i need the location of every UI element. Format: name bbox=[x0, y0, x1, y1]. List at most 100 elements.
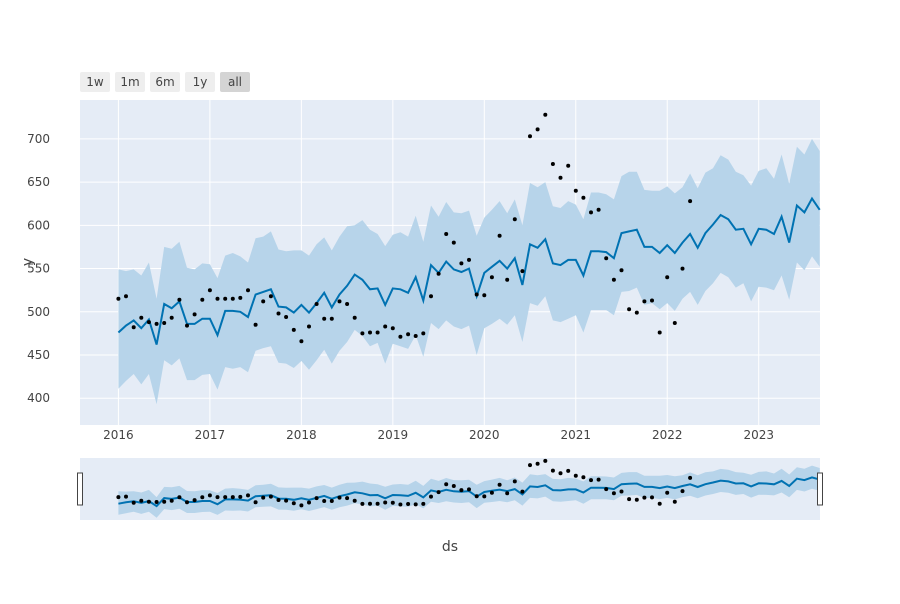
rangeslider-point bbox=[558, 471, 563, 476]
actual-point bbox=[535, 127, 540, 132]
rangeslider-point bbox=[230, 495, 235, 500]
actual-point bbox=[589, 210, 593, 215]
actual-point bbox=[124, 294, 128, 299]
rangeslider-point bbox=[322, 499, 327, 503]
actual-point bbox=[139, 315, 144, 320]
rangeslider-point bbox=[550, 468, 555, 473]
actual-point bbox=[169, 315, 174, 320]
rangeslider-point bbox=[299, 503, 304, 508]
rangeslider-point bbox=[512, 479, 517, 484]
actual-point bbox=[322, 316, 327, 321]
rangeslider-handle-left[interactable] bbox=[77, 472, 83, 506]
rangeslider-point bbox=[459, 488, 464, 493]
rangeslider-point bbox=[505, 491, 510, 496]
range-button-6m[interactable]: 6m bbox=[150, 72, 180, 92]
rangeslider-point bbox=[139, 498, 144, 503]
rangeslider-point bbox=[177, 495, 182, 500]
actual-point bbox=[489, 275, 494, 280]
actual-point bbox=[360, 331, 365, 336]
rangeslider-point bbox=[223, 495, 228, 500]
actual-point bbox=[406, 332, 411, 337]
actual-point bbox=[368, 330, 372, 335]
actual-point bbox=[253, 322, 258, 327]
actual-point bbox=[543, 112, 548, 117]
rangeslider-point bbox=[200, 495, 205, 500]
range-button-1m[interactable]: 1m bbox=[115, 72, 145, 92]
actual-points bbox=[116, 112, 693, 344]
rangeslider-point bbox=[268, 494, 273, 499]
rangeslider-point bbox=[314, 496, 319, 501]
rangeslider-point bbox=[489, 490, 494, 495]
rangeslider-point bbox=[253, 500, 258, 505]
rangeslider-point bbox=[337, 495, 342, 500]
rangeslider-point bbox=[596, 477, 601, 482]
range-button-1y[interactable]: 1y bbox=[185, 72, 215, 92]
range-button-label: 1y bbox=[193, 75, 208, 89]
actual-point bbox=[581, 195, 586, 200]
rangeslider-point bbox=[238, 494, 243, 499]
rangeslider-handle-right[interactable] bbox=[817, 472, 823, 506]
actual-point bbox=[223, 296, 228, 301]
y-tick-label: 500 bbox=[27, 305, 50, 319]
x-tick-label: 2021 bbox=[560, 428, 591, 442]
rangeslider-points bbox=[116, 458, 693, 508]
rangeslider-point bbox=[360, 501, 365, 506]
rangeslider-point bbox=[169, 498, 174, 503]
actual-point bbox=[154, 321, 159, 326]
actual-point bbox=[528, 134, 532, 139]
x-tick-label: 2020 bbox=[469, 428, 500, 442]
rangeslider-point bbox=[162, 499, 167, 504]
rangeslider-point bbox=[284, 498, 289, 503]
rangeslider-point bbox=[116, 495, 121, 500]
actual-point bbox=[421, 331, 426, 336]
actual-point bbox=[284, 315, 289, 319]
rangeslider-point bbox=[329, 499, 334, 503]
range-button-label: 1m bbox=[120, 75, 139, 89]
x-tick-label: 2022 bbox=[652, 428, 683, 442]
rangeslider-point bbox=[657, 501, 662, 506]
rangeslider-point bbox=[566, 468, 571, 473]
y-tick-labels: 400 450 500 550 600 650 700 bbox=[27, 132, 50, 405]
actual-point bbox=[314, 302, 319, 306]
y-tick-label: 600 bbox=[27, 218, 50, 232]
range-selector[interactable]: 1w 1m 6m 1y all bbox=[80, 72, 250, 92]
actual-point bbox=[550, 162, 555, 166]
actual-point bbox=[497, 233, 502, 238]
actual-point bbox=[604, 256, 609, 261]
actual-point bbox=[672, 321, 677, 325]
actual-point bbox=[611, 277, 616, 282]
rangeslider-point bbox=[474, 494, 479, 499]
actual-point bbox=[246, 288, 250, 293]
range-button-all[interactable]: all bbox=[220, 72, 250, 92]
rangeslider-point bbox=[611, 491, 616, 496]
actual-point bbox=[131, 325, 136, 330]
actual-point bbox=[596, 207, 601, 212]
actual-point bbox=[276, 311, 281, 316]
actual-point bbox=[200, 297, 205, 302]
rangeslider-point bbox=[619, 489, 624, 494]
rangeslider-point bbox=[650, 495, 654, 500]
actual-point bbox=[619, 268, 624, 273]
actual-point bbox=[207, 288, 212, 293]
actual-point bbox=[467, 257, 471, 262]
x-tick-label: 2023 bbox=[743, 428, 774, 442]
rangeslider-point bbox=[520, 489, 525, 494]
actual-point bbox=[573, 188, 578, 193]
actual-point bbox=[230, 296, 235, 301]
actual-point bbox=[390, 326, 395, 331]
rangeslider-point bbox=[207, 493, 212, 498]
range-button-label: 1w bbox=[86, 75, 104, 89]
actual-point bbox=[482, 293, 487, 298]
actual-point bbox=[634, 310, 639, 315]
rangeslider-point bbox=[665, 490, 670, 495]
range-button-1w[interactable]: 1w bbox=[80, 72, 110, 92]
actual-point bbox=[688, 199, 693, 204]
forecast-line bbox=[117, 196, 821, 345]
actual-point bbox=[459, 261, 464, 266]
actual-point bbox=[566, 163, 571, 168]
rangeslider-point bbox=[368, 501, 372, 506]
rangeslider-point bbox=[375, 501, 380, 506]
actual-point bbox=[398, 334, 403, 339]
y-axis-title: y bbox=[20, 258, 36, 266]
